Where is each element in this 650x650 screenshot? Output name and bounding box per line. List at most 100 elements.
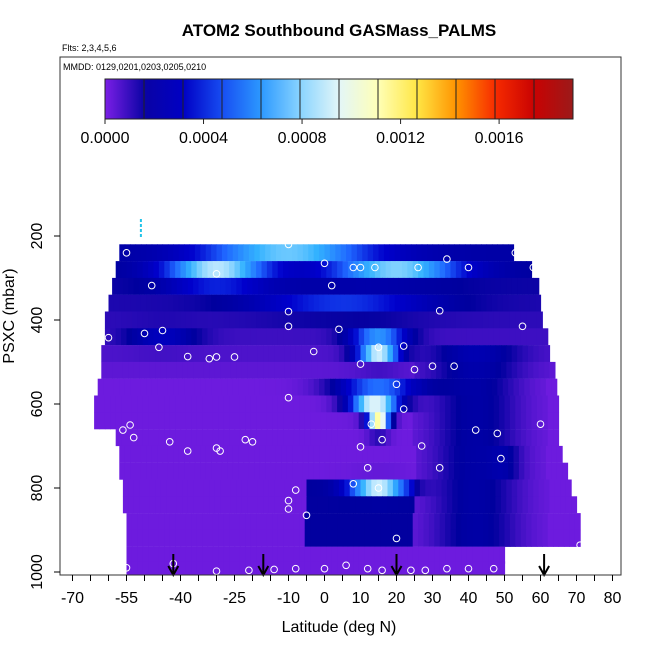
heatmap-cell xyxy=(373,378,380,396)
heatmap-cell xyxy=(113,378,120,396)
heatmap-cell xyxy=(144,479,151,497)
heatmap-cell xyxy=(443,294,450,312)
heatmap-cell xyxy=(178,462,185,480)
heatmap-cell xyxy=(216,462,223,480)
heatmap-cell xyxy=(394,462,401,480)
heatmap-cell xyxy=(427,244,434,262)
heatmap-cell xyxy=(367,378,374,396)
heatmap-cell xyxy=(535,294,542,312)
heatmap-cell xyxy=(302,378,309,396)
heatmap-cell xyxy=(319,445,326,463)
heatmap-cell xyxy=(212,513,219,531)
heatmap-cell xyxy=(547,513,554,531)
heatmap-cell xyxy=(331,412,338,430)
heatmap-cell xyxy=(238,294,245,312)
heatmap-cell xyxy=(171,345,178,363)
heatmap-cell xyxy=(265,462,272,480)
heatmap-cell xyxy=(207,429,214,447)
heatmap-cell xyxy=(347,395,354,413)
heatmap-cell xyxy=(493,261,500,279)
heatmap-cell xyxy=(185,513,192,531)
heatmap-cell xyxy=(175,412,182,430)
heatmap-cell xyxy=(538,479,545,497)
sample-point xyxy=(536,420,545,428)
heatmap-cell xyxy=(130,462,137,480)
heatmap-cell xyxy=(308,378,315,396)
heatmap-cell xyxy=(504,311,511,329)
heatmap-cell xyxy=(166,361,173,379)
sample-point xyxy=(147,281,156,290)
heatmap-cell xyxy=(94,395,101,413)
heatmap-cell xyxy=(515,395,522,413)
heatmap-cell xyxy=(506,277,513,295)
heatmap-cell xyxy=(290,345,297,363)
heatmap-cell xyxy=(151,462,158,480)
heatmap-cell xyxy=(169,328,176,346)
heatmap-cell xyxy=(146,244,153,262)
heatmap-cell xyxy=(410,294,417,312)
heatmap-cell xyxy=(293,561,300,575)
heatmap-cell xyxy=(135,294,142,312)
heatmap-cell xyxy=(446,277,453,295)
heatmap-cell xyxy=(259,378,266,396)
heatmap-cell xyxy=(229,412,236,430)
heatmap-cell xyxy=(365,479,372,497)
heatmap-cell xyxy=(259,244,266,262)
heatmap-cell xyxy=(232,294,239,312)
heatmap-cell xyxy=(346,378,353,396)
heatmap-cell xyxy=(295,277,302,295)
heatmap-cell xyxy=(212,311,219,329)
heatmap-cell xyxy=(225,361,232,379)
heatmap-cell xyxy=(239,261,246,279)
heatmap-cell xyxy=(356,294,363,312)
heatmap-cell xyxy=(175,311,182,329)
heatmap-cell xyxy=(288,311,295,329)
heatmap-cell xyxy=(342,412,349,430)
heatmap-cell xyxy=(387,479,394,497)
heatmap-cell xyxy=(362,378,369,396)
heatmap-cell xyxy=(124,294,131,312)
heatmap-cell xyxy=(283,561,290,575)
heatmap-cell xyxy=(265,445,272,463)
heatmap-cell xyxy=(326,546,333,564)
heatmap-cell xyxy=(450,412,457,430)
heatmap-cell xyxy=(254,294,261,312)
heatmap-cell xyxy=(205,294,212,312)
heatmap-cell xyxy=(387,345,394,363)
heatmap-cell xyxy=(207,546,214,564)
x-tick-label: -55 xyxy=(115,590,138,607)
heatmap-cell xyxy=(279,361,286,379)
heatmap-cell xyxy=(187,496,194,514)
heatmap-cell xyxy=(301,345,308,363)
heatmap-cell xyxy=(398,277,405,295)
heatmap-cell xyxy=(320,328,327,346)
heatmap-cell xyxy=(169,429,176,447)
heatmap-cell xyxy=(513,462,520,480)
heatmap-cell xyxy=(313,244,320,262)
heatmap-cell xyxy=(401,529,408,547)
heatmap-cell xyxy=(531,429,538,447)
heatmap-cell xyxy=(472,311,479,329)
heatmap-cell xyxy=(122,496,129,514)
sample-point xyxy=(410,365,419,374)
heatmap-cell xyxy=(410,462,417,480)
heatmap-cell xyxy=(416,294,423,312)
heatmap-cell xyxy=(551,378,558,396)
sample-point xyxy=(119,426,127,434)
heatmap-cell xyxy=(126,395,133,413)
heatmap-cell xyxy=(266,513,273,531)
heatmap-cell xyxy=(232,445,239,463)
heatmap-cell xyxy=(299,412,306,430)
heatmap-cell xyxy=(275,378,282,396)
heatmap-cell xyxy=(153,561,160,575)
heatmap-cell xyxy=(220,277,227,295)
heatmap-cell xyxy=(331,546,338,564)
heatmap-cell xyxy=(466,429,473,447)
heatmap-cell xyxy=(508,445,515,463)
heatmap-cell xyxy=(140,445,147,463)
x-tick-label: 80 xyxy=(604,590,622,607)
sample-point xyxy=(529,263,538,272)
heatmap-cell xyxy=(450,328,457,346)
heatmap-cell xyxy=(256,395,263,413)
